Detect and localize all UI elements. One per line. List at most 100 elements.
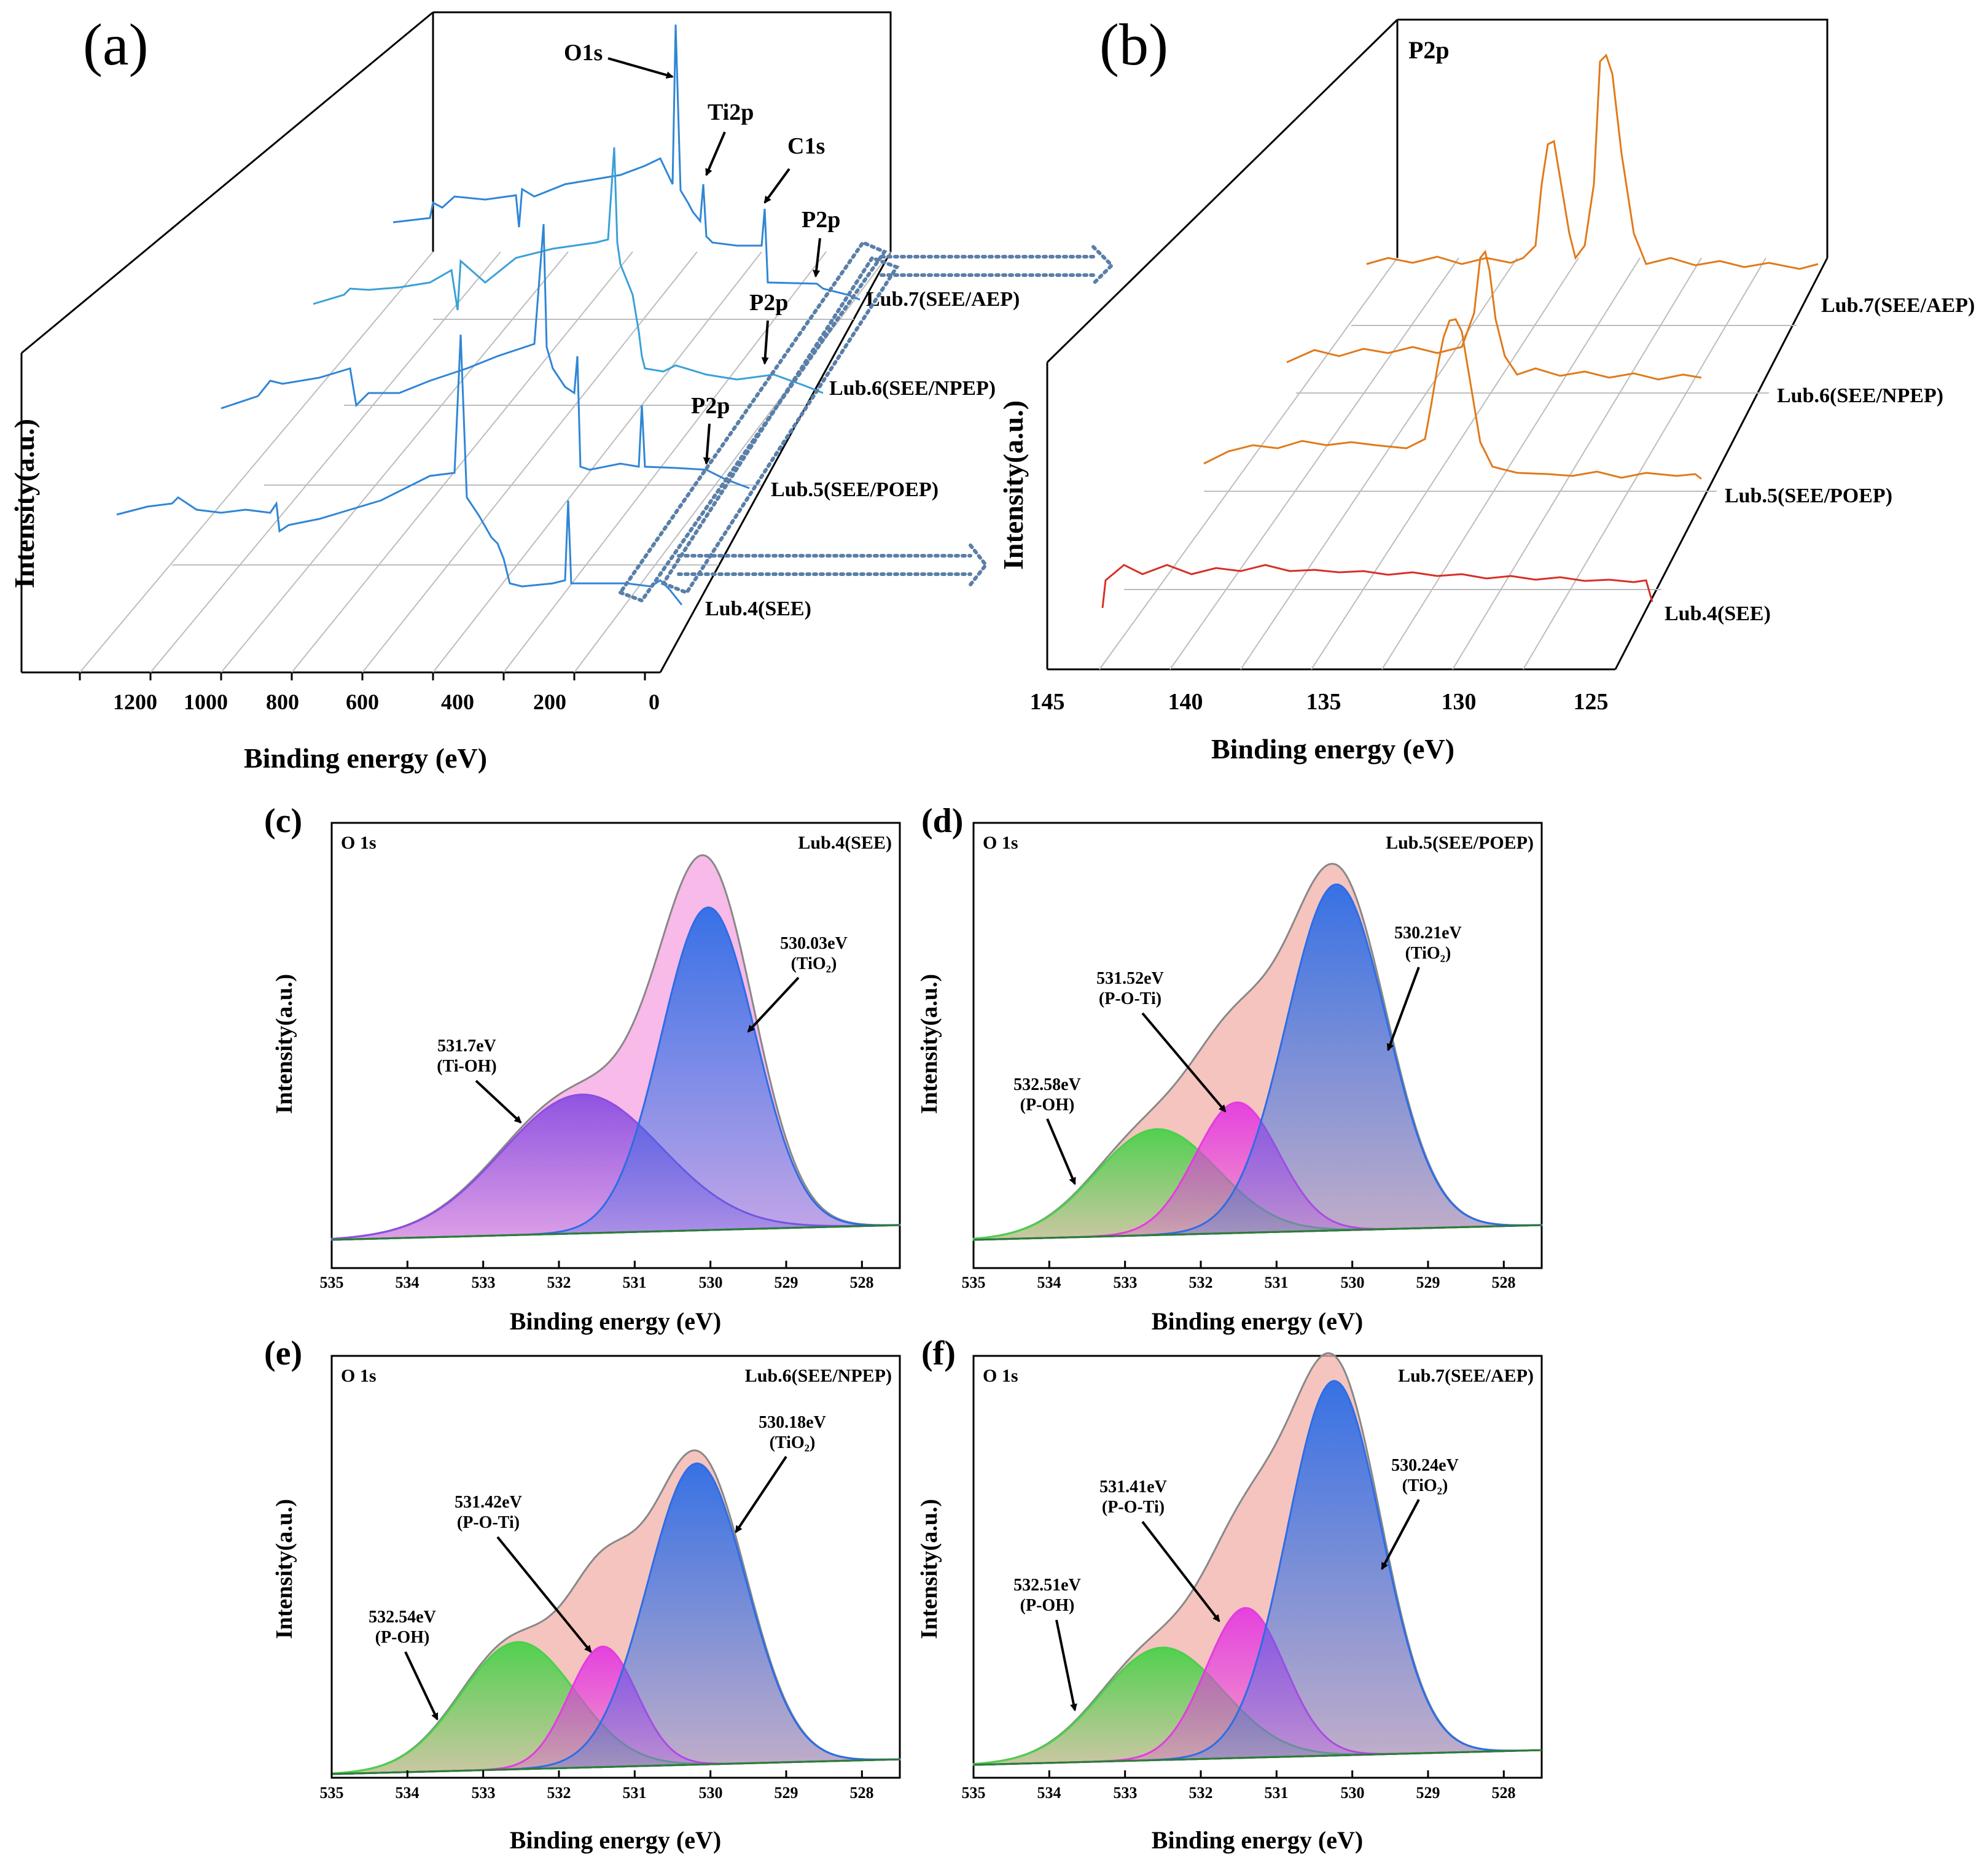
a-series-lub4: Lub.4(SEE) xyxy=(705,597,811,620)
c-tick-531: 531 xyxy=(623,1274,647,1291)
panel-f-sample: Lub.7(SEE/AEP) xyxy=(1398,1366,1534,1386)
panel-c-frame xyxy=(330,822,901,1269)
a-series-labels: Lub.7(SEE/AEP) Lub.6(SEE/NPEP) Lub.5(SEE… xyxy=(705,288,1020,620)
c-tick-534: 534 xyxy=(396,1274,420,1291)
c-peak2-species: (TiO₂) xyxy=(791,954,837,973)
b-tick-125: 125 xyxy=(1574,689,1609,715)
panel-d-xlabel: Binding energy (eV) xyxy=(1152,1307,1363,1335)
c-peak2-energy: 530.03eV xyxy=(780,934,848,953)
f-tick-532: 532 xyxy=(1189,1784,1213,1802)
e-peak3-energy: 530.18eV xyxy=(759,1413,826,1432)
e-peak1-species: (P-OH) xyxy=(375,1628,430,1647)
panel-f-plot xyxy=(972,1352,1542,1778)
panel-d-letter: (d) xyxy=(921,802,963,840)
b-series-lub4: Lub.4(SEE) xyxy=(1665,602,1771,625)
f-tick-529: 529 xyxy=(1416,1784,1440,1802)
f-peak3-energy: 530.24eV xyxy=(1391,1456,1459,1475)
c-tick-532: 532 xyxy=(547,1274,571,1291)
panel-a-letter: (a) xyxy=(83,12,149,77)
panel-d-plot xyxy=(972,863,1543,1268)
f-peak3-species: (TiO₂) xyxy=(1402,1476,1448,1495)
a-series-lub5: Lub.5(SEE/POEP) xyxy=(771,478,939,501)
b-tick-130: 130 xyxy=(1442,689,1477,715)
c-tick-530: 530 xyxy=(699,1274,723,1291)
f-peak2-energy: 531.41eV xyxy=(1099,1477,1167,1497)
panel-a-xticks xyxy=(79,672,646,680)
a-series-lub7: Lub.7(SEE/AEP) xyxy=(866,288,1020,311)
a-spectrum-lub4 xyxy=(116,334,683,605)
d-peak1-species: (P-OH) xyxy=(1020,1096,1075,1115)
d-tick-531: 531 xyxy=(1265,1274,1289,1291)
d-tick-534: 534 xyxy=(1037,1274,1061,1291)
b-series-labels: Lub.7(SEE/AEP) Lub.6(SEE/NPEP) Lub.5(SEE… xyxy=(1665,294,1975,625)
panel-f: (f) O 1s Lub.7(SEE/AEP) 535 534 533 532 … xyxy=(916,1334,1543,1854)
panel-f-annotations: 532.51eV (P-OH) 531.41eV (P-O-Ti) 530.24… xyxy=(1013,1456,1459,1711)
e-tick-530: 530 xyxy=(699,1784,723,1802)
panel-d-annotations: 532.58eV (P-OH) 531.52eV (P-O-Ti) 530.21… xyxy=(1013,924,1462,1185)
panel-f-ylabel: Intensity(a.u.) xyxy=(916,1499,942,1639)
f-tick-531: 531 xyxy=(1265,1784,1289,1802)
a-label-o1s: O1s xyxy=(564,40,603,66)
b-spectrum-lub5 xyxy=(1203,318,1702,480)
e-peak1-energy: 532.54eV xyxy=(369,1608,436,1627)
b-spectrum-lub7 xyxy=(1366,53,1819,270)
b-xlabel: Binding energy (eV) xyxy=(1211,733,1454,765)
e-tick-533: 533 xyxy=(472,1784,496,1802)
panel-b-back-frame xyxy=(1397,18,1829,258)
d-peak2-species: (P-O-Ti) xyxy=(1099,989,1161,1008)
panel-c-annotations: 531.7eV (Ti-OH) 530.03eV (TiO₂) xyxy=(437,934,848,1124)
c-tick-533: 533 xyxy=(472,1274,496,1291)
o1s-panels: (c) O 1s Lub.4(SEE) 535 534 533 532 531 … xyxy=(264,802,1543,1854)
panel-c: (c) O 1s Lub.4(SEE) 535 534 533 532 531 … xyxy=(264,802,901,1335)
panel-a-grid xyxy=(79,251,891,673)
panel-e-core: O 1s xyxy=(341,1366,377,1386)
panel-e-xticks: 535 534 533 532 531 530 529 528 xyxy=(320,1784,874,1802)
d-tick-530: 530 xyxy=(1341,1274,1365,1291)
panel-c-sample: Lub.4(SEE) xyxy=(798,833,892,853)
panel-f-letter: (f) xyxy=(921,1334,956,1372)
panel-c-ylabel: Intensity(a.u.) xyxy=(271,974,297,1114)
d-peak3-species: (TiO₂) xyxy=(1405,944,1451,963)
f-tick-530: 530 xyxy=(1341,1784,1365,1802)
d-peak3-energy: 530.21eV xyxy=(1394,924,1462,943)
panel-f-xlabel: Binding energy (eV) xyxy=(1152,1826,1363,1854)
d-tick-532: 532 xyxy=(1189,1274,1213,1291)
panel-b-right-depth xyxy=(1614,257,1829,670)
d-peak1-energy: 532.58eV xyxy=(1013,1075,1081,1094)
b-tick-145: 145 xyxy=(1030,689,1065,715)
a-survey-spectra xyxy=(116,24,861,605)
e-tick-532: 532 xyxy=(547,1784,571,1802)
a-tick-0: 0 xyxy=(649,690,660,714)
panel-c-xlabel: Binding energy (eV) xyxy=(510,1307,721,1335)
panel-b-grid xyxy=(1099,257,1797,670)
panel-f-xticks: 535 534 533 532 531 530 529 528 xyxy=(962,1784,1516,1802)
a-label-p2p-2: P2p xyxy=(749,290,788,316)
panel-d-sample: Lub.5(SEE/POEP) xyxy=(1386,833,1534,853)
b-tick-135: 135 xyxy=(1306,689,1341,715)
b-p2p-spectra xyxy=(1101,53,1819,609)
panel-d: (d) O 1s Lub.5(SEE/POEP) 535 534 533 532… xyxy=(916,802,1543,1335)
panel-b-top-depth xyxy=(1046,18,1399,364)
b-spectrum-lub4 xyxy=(1101,564,1653,609)
a-to-b-connectors xyxy=(617,240,1115,603)
panel-e-plot xyxy=(330,1449,901,1778)
b-title: P2p xyxy=(1408,36,1450,64)
panel-e-frame xyxy=(330,1355,901,1779)
b-ylabel: Intensity(a.u.) xyxy=(997,400,1029,570)
a-tick-1200: 1200 xyxy=(113,690,157,714)
f-peak1-energy: 532.51eV xyxy=(1013,1576,1081,1595)
c-tick-535: 535 xyxy=(320,1274,344,1291)
background-line xyxy=(973,1224,1542,1241)
panel-a: (a) 1200 1000 800 600 400 200 0 Bind xyxy=(9,11,1115,774)
f-peak2-species: (P-O-Ti) xyxy=(1102,1498,1165,1517)
panel-b-letter: (b) xyxy=(1099,12,1168,77)
a-tick-800: 800 xyxy=(266,690,299,714)
panel-f-frame xyxy=(972,1355,1543,1779)
panel-d-ylabel: Intensity(a.u.) xyxy=(916,974,942,1114)
b-series-lub5: Lub.5(SEE/POEP) xyxy=(1725,485,1892,507)
a-spectrum-lub7 xyxy=(392,24,861,301)
panel-a-back-frame xyxy=(433,11,892,252)
b-series-lub7: Lub.7(SEE/AEP) xyxy=(1821,294,1975,317)
panel-e: (e) O 1s Lub.6(SEE/NPEP) 535 534 533 532… xyxy=(264,1334,901,1854)
